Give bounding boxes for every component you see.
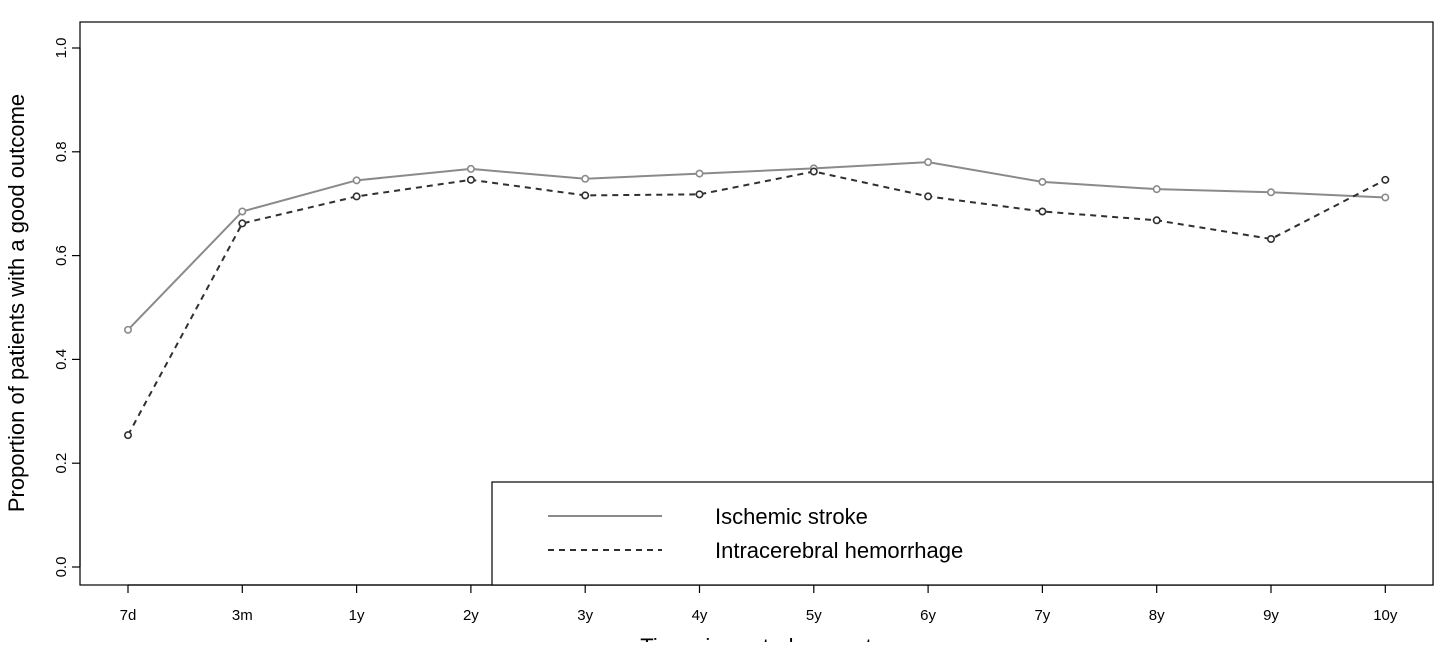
x-tick-label: 10y [1373,607,1398,624]
series-point-0 [1267,188,1276,197]
x-tick-label: 9y [1263,607,1279,624]
x-axis: 7d 3m 1y 2y 3y 4y 5y 6y 7y 8y 9y 10y [120,584,1398,624]
series-point-0 [1152,185,1161,194]
x-tick-label: 7y [1034,607,1050,624]
series-point-1 [352,192,361,201]
series-point-1 [809,167,818,176]
legend-label-0: Ischemic stroke [715,504,868,529]
x-tick-label: 3m [232,607,253,624]
series-point-0 [238,207,247,216]
series-point-0 [924,158,933,167]
y-tick-label: 0.6 [53,245,70,266]
series-point-1 [1152,216,1161,225]
x-tick-label: 1y [349,607,365,624]
series-point-1 [238,219,247,228]
x-tick-label: 4y [692,607,708,624]
x-tick-label: 2y [463,607,479,624]
series-point-0 [1381,193,1390,202]
x-tick-label: 8y [1149,607,1165,624]
x-tick-label: 5y [806,607,822,624]
series-point-1 [1381,175,1390,184]
legend-label-1: Intracerebral hemorrhage [715,538,963,563]
series-point-1 [695,190,704,199]
series-point-1 [1038,207,1047,216]
y-axis-label: Proportion of patients with a good outco… [4,94,29,512]
series-point-1 [466,175,475,184]
x-axis-label: Time since stroke onset [640,634,872,642]
y-tick-label: 0.8 [53,141,70,162]
y-tick-label: 0.2 [53,453,70,474]
series-point-0 [1038,177,1047,186]
series-point-0 [581,174,590,183]
y-tick-label: 0.0 [53,557,70,578]
series-line-0 [127,161,1386,331]
series-point-1 [1267,234,1276,243]
y-tick-label: 1.0 [53,38,70,59]
legend-box [491,481,1434,586]
series-point-0 [695,169,704,178]
series-point-0 [352,176,361,185]
series-point-1 [924,192,933,201]
series-point-0 [124,325,133,334]
series-line-1 [127,170,1386,436]
y-axis: 0.0 0.2 0.4 0.6 0.8 1.0 [53,38,81,578]
series-point-1 [124,431,133,440]
series-point-1 [581,191,590,200]
x-tick-label: 7d [120,607,137,624]
x-tick-label: 6y [920,607,936,624]
y-tick-label: 0.4 [53,349,70,370]
series-layer [124,158,1390,440]
legend: Ischemic stroke Intracerebral hemorrhage [491,481,1434,586]
x-tick-label: 3y [577,607,593,624]
series-point-0 [466,164,475,173]
